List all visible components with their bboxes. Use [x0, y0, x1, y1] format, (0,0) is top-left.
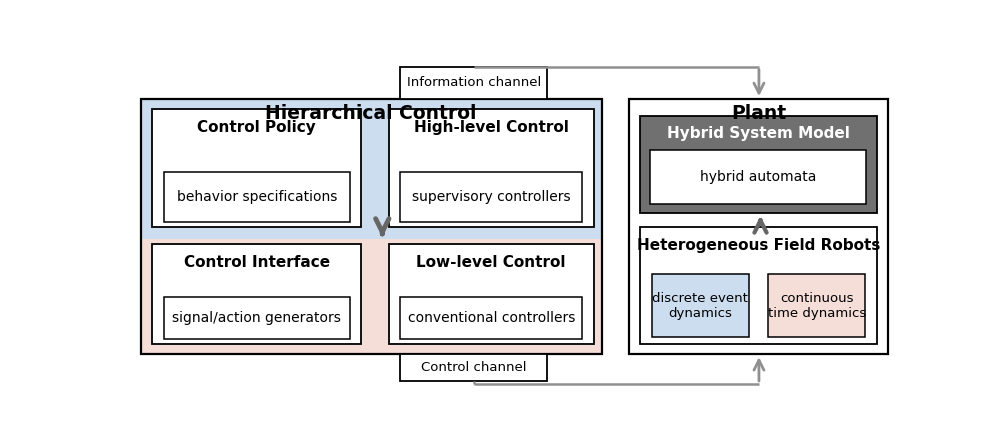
FancyBboxPatch shape: [400, 297, 582, 339]
Text: Control Interface: Control Interface: [184, 255, 330, 270]
FancyBboxPatch shape: [140, 99, 602, 239]
Text: conventional controllers: conventional controllers: [408, 311, 575, 325]
FancyBboxPatch shape: [400, 172, 582, 221]
Text: continuous
time dynamics: continuous time dynamics: [768, 292, 866, 320]
Text: Control Policy: Control Policy: [197, 120, 316, 135]
Text: discrete event
dynamics: discrete event dynamics: [652, 292, 748, 320]
Text: High-level Control: High-level Control: [414, 120, 569, 135]
Text: hybrid automata: hybrid automata: [700, 170, 816, 184]
FancyBboxPatch shape: [388, 109, 594, 227]
FancyBboxPatch shape: [650, 150, 866, 205]
FancyBboxPatch shape: [152, 244, 361, 344]
Text: Heterogeneous Field Robots: Heterogeneous Field Robots: [637, 238, 880, 253]
FancyBboxPatch shape: [400, 67, 547, 99]
Text: signal/action generators: signal/action generators: [172, 311, 341, 325]
Text: Information channel: Information channel: [407, 76, 541, 89]
Text: supervisory controllers: supervisory controllers: [412, 190, 570, 204]
FancyBboxPatch shape: [640, 116, 877, 213]
Text: Hybrid System Model: Hybrid System Model: [667, 126, 850, 141]
FancyBboxPatch shape: [768, 274, 865, 337]
Text: Control channel: Control channel: [421, 362, 526, 374]
FancyBboxPatch shape: [640, 227, 877, 344]
Text: Plant: Plant: [731, 104, 786, 123]
FancyBboxPatch shape: [164, 172, 350, 221]
FancyBboxPatch shape: [629, 99, 888, 354]
Text: Low-level Control: Low-level Control: [416, 255, 566, 270]
FancyBboxPatch shape: [152, 109, 361, 227]
FancyBboxPatch shape: [388, 244, 594, 344]
FancyBboxPatch shape: [140, 239, 602, 354]
Text: behavior specifications: behavior specifications: [177, 190, 337, 204]
Text: Hierarchical Control: Hierarchical Control: [265, 104, 477, 123]
FancyBboxPatch shape: [400, 354, 547, 381]
FancyBboxPatch shape: [164, 297, 350, 339]
FancyBboxPatch shape: [652, 274, 749, 337]
